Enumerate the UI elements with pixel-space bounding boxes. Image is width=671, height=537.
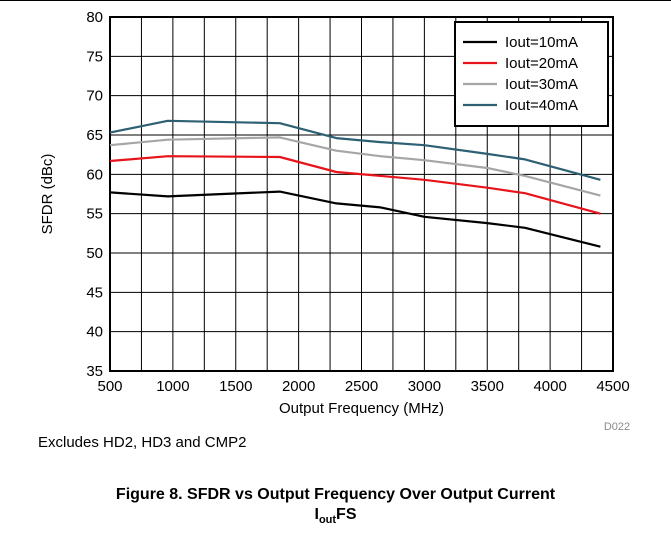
caption-line-2: IoutFS — [0, 505, 671, 530]
legend-label: Iout=40mA — [505, 97, 578, 114]
series-line-iout-20ma — [109, 155, 601, 215]
caption-suffix: FS — [336, 506, 357, 523]
x-tick-label: 500 — [97, 378, 122, 395]
x-axis-label: Output Frequency (MHz) — [279, 400, 444, 417]
series-line-iout-10ma — [109, 190, 601, 248]
y-tick-label: 50 — [86, 245, 103, 262]
sfdr-chart: 500 1000 1500 2000 2500 3000 3500 4000 4500 35 40… — [39, 9, 630, 433]
y-tick-label: 75 — [86, 48, 103, 65]
x-tick-label: 2000 — [282, 378, 315, 395]
caption-subscript: out — [318, 514, 337, 527]
series-lines — [109, 119, 601, 248]
top-rule — [0, 0, 671, 1]
series-line-iout-30ma — [109, 136, 601, 197]
x-tick-label: 3000 — [408, 378, 441, 395]
y-tick-label: 40 — [86, 324, 103, 341]
note-text: Excludes HD2, HD3 and CMP2 — [38, 434, 247, 451]
legend: Iout=10mA Iout=20mA Iout=30mA Iout=40mA — [454, 21, 609, 127]
legend-label: Iout=10mA — [505, 34, 578, 51]
x-tick-label: 3500 — [471, 378, 504, 395]
y-tick-label: 55 — [86, 206, 103, 223]
legend-label: Iout=30mA — [505, 76, 578, 93]
y-tick-label: 70 — [86, 88, 103, 105]
x-tick-label: 4000 — [533, 378, 566, 395]
y-tick-labels: 35 40 45 50 55 60 65 70 75 80 — [86, 9, 103, 380]
y-tick-label: 80 — [86, 9, 103, 26]
caption-line-1: Figure 8. SFDR vs Output Frequency Over … — [115, 486, 556, 503]
x-tick-label: 2500 — [345, 378, 378, 395]
caption-i: I — [314, 506, 319, 523]
y-tick-label: 35 — [86, 363, 103, 380]
legend-label: Iout=20mA — [505, 55, 578, 72]
y-axis-label: SFDR (dBc) — [39, 154, 56, 235]
series-line-iout-40ma — [109, 119, 601, 181]
y-tick-label: 60 — [86, 166, 103, 183]
x-tick-label: 1000 — [156, 378, 189, 395]
x-tick-label: 4500 — [596, 378, 629, 395]
y-tick-label: 45 — [86, 284, 103, 301]
legend-box — [454, 21, 609, 127]
x-tick-label: 1500 — [219, 378, 252, 395]
figure-id: D022 — [604, 421, 630, 433]
figure-caption: Figure 8. SFDR vs Output Frequency Over … — [0, 485, 671, 530]
y-tick-label: 65 — [86, 127, 103, 144]
x-tick-labels: 500 1000 1500 2000 2500 3000 3500 4000 4500 — [97, 378, 629, 395]
